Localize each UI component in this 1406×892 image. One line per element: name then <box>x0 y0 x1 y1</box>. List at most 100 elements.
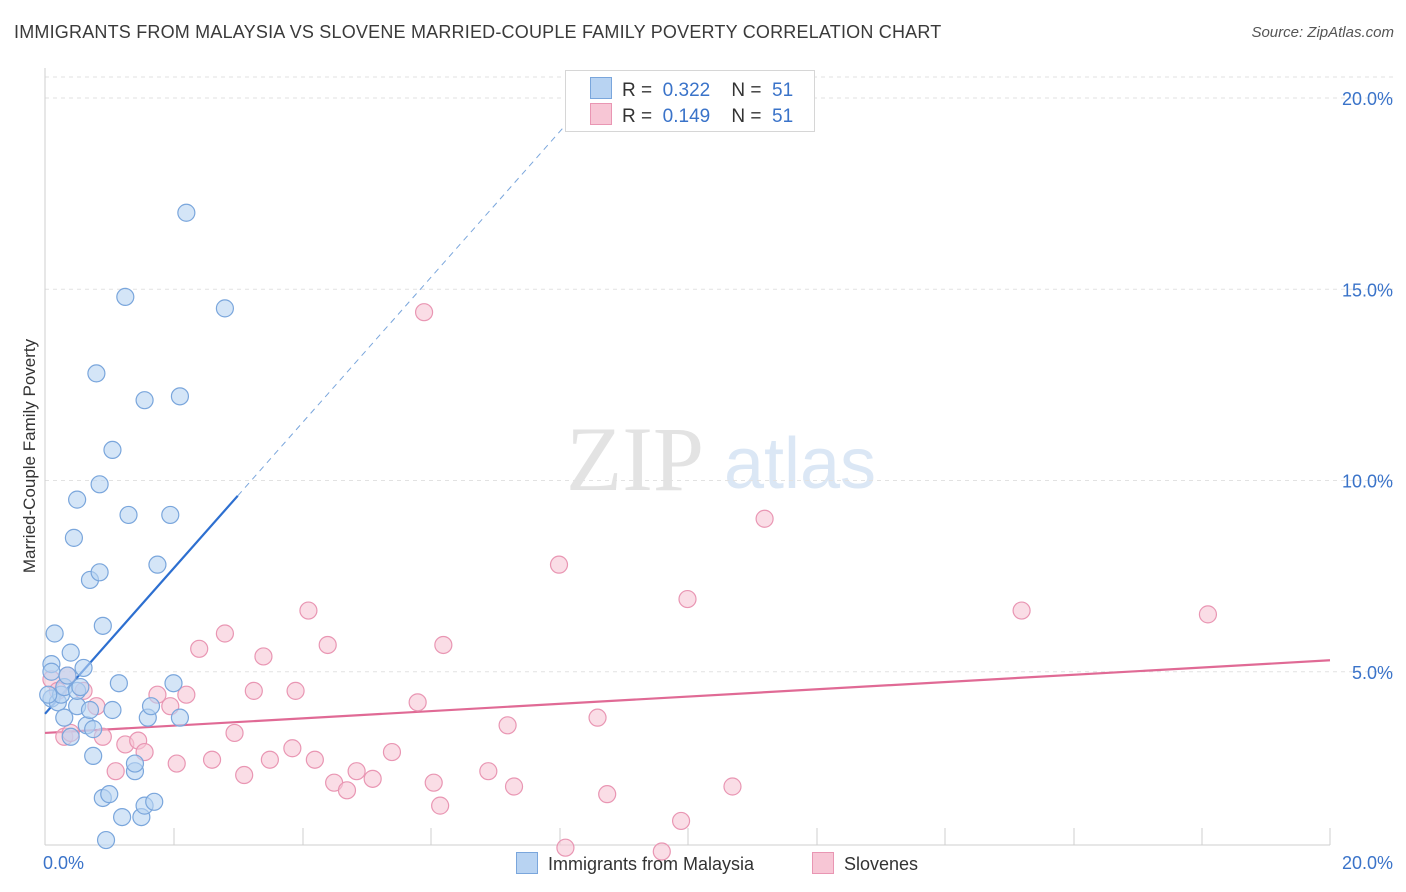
legend-label-slovenes: Slovenes <box>844 854 919 874</box>
y-tick-label: 20.0% <box>1342 89 1393 109</box>
slovenes-trend-line <box>44 659 1331 735</box>
slovenes-point <box>549 555 569 574</box>
slovenes-point <box>671 811 691 831</box>
malaysia-point <box>64 528 84 547</box>
malaysia-point <box>42 662 61 681</box>
r-value-slovenes: 0.149 <box>662 106 711 127</box>
malaysia-point <box>119 505 138 525</box>
legend-item-slovenes[interactable]: Slovenes <box>812 852 918 875</box>
legend-label-malaysia: Immigrants from Malaysia <box>548 854 755 874</box>
slovenes-point <box>202 750 222 769</box>
slovenes-point <box>479 762 498 781</box>
malaysia-point <box>80 700 100 720</box>
malaysia-point <box>68 490 87 509</box>
malaysia-point <box>103 700 122 720</box>
slovenes-point <box>678 589 697 609</box>
malaysia-point <box>58 666 77 685</box>
correlation-legend: R = 0.322 N = 51 R = 0.149 N = 51 <box>565 70 815 132</box>
legend-row-slovenes: R = 0.149 N = 51 <box>590 103 793 127</box>
slovenes-point <box>1012 601 1031 620</box>
malaysia-point <box>109 674 128 693</box>
r-value-malaysia: 0.322 <box>662 80 711 101</box>
legend-row-malaysia: R = 0.322 N = 51 <box>590 77 793 101</box>
r-label: R = <box>622 80 653 101</box>
malaysia-point <box>161 505 180 525</box>
slovenes-point <box>167 754 186 773</box>
legend-swatch-malaysia <box>590 77 612 99</box>
slovenes-point <box>215 624 234 643</box>
slovenes-point <box>498 716 517 735</box>
n-label: N = <box>731 106 762 127</box>
slovenes-point <box>556 838 575 857</box>
slovenes-point <box>723 777 742 796</box>
trend-lines <box>44 88 1331 735</box>
source-label: Source: ZipAtlas.com <box>1251 24 1394 41</box>
malaysia-point <box>61 643 80 662</box>
malaysia-point <box>90 563 109 582</box>
legend-item-malaysia[interactable]: Immigrants from Malaysia <box>516 852 754 875</box>
malaysia-point <box>148 555 167 574</box>
legend-swatch-slovenes <box>812 852 834 874</box>
malaysia-point <box>84 720 103 739</box>
slovenes-point <box>190 639 209 658</box>
slovenes-point <box>408 693 427 712</box>
slovenes-point <box>318 635 337 655</box>
x-tick-label: 20.0% <box>1342 853 1393 873</box>
malaysia-point <box>61 727 80 746</box>
malaysia-point <box>215 299 234 318</box>
slovenes-point <box>504 777 524 796</box>
slovenes-point <box>382 742 402 762</box>
n-label: N = <box>731 80 762 101</box>
data-points <box>39 203 1218 861</box>
watermark-atlas: atlas <box>724 424 876 504</box>
malaysia-trend-extension <box>237 88 598 497</box>
slovenes-point <box>283 739 302 758</box>
grid <box>45 76 1395 673</box>
slovenes-point <box>434 635 453 655</box>
slovenes-point <box>652 842 671 861</box>
malaysia-point <box>141 697 161 716</box>
malaysia-point <box>74 658 93 678</box>
malaysia-point <box>112 807 132 827</box>
malaysia-trend-line <box>44 495 239 715</box>
slovenes-point <box>177 685 196 704</box>
n-value-slovenes: 51 <box>772 106 794 127</box>
slovenes-point <box>347 762 366 781</box>
malaysia-point <box>90 475 109 494</box>
malaysia-point <box>96 830 116 850</box>
slovenes-point <box>225 723 244 743</box>
malaysia-point <box>87 364 106 383</box>
r-label: R = <box>622 106 653 127</box>
watermark-zip: ZIP <box>566 408 704 510</box>
slovenes-point <box>588 708 607 727</box>
slovenes-point <box>299 601 318 620</box>
y-tick-label: 10.0% <box>1342 472 1393 492</box>
malaysia-point <box>39 685 58 704</box>
slovenes-point <box>363 769 382 788</box>
slovenes-point <box>305 750 324 769</box>
malaysia-point <box>164 674 183 693</box>
slovenes-point <box>431 796 450 815</box>
malaysia-point <box>177 203 196 222</box>
slovenes-point <box>254 647 273 666</box>
malaysia-point <box>135 391 154 410</box>
slovenes-point <box>598 785 617 804</box>
x-tick-label: 0.0% <box>43 853 84 873</box>
slovenes-point <box>1198 605 1218 624</box>
malaysia-point <box>125 754 145 773</box>
malaysia-point <box>116 287 135 306</box>
malaysia-point <box>93 616 112 635</box>
watermark: ZIP atlas <box>566 408 876 510</box>
n-value-malaysia: 51 <box>772 80 794 101</box>
tick-labels: 5.0% 10.0% 15.0% 20.0% 0.0% 20.0% <box>43 89 1393 873</box>
slovenes-point <box>106 762 125 781</box>
legend-swatch-malaysia <box>516 852 538 874</box>
malaysia-point <box>45 624 64 643</box>
slovenes-point <box>260 750 279 769</box>
slovenes-point <box>235 765 254 785</box>
malaysia-point <box>100 785 119 804</box>
slovenes-point <box>337 781 357 800</box>
malaysia-point <box>84 746 103 766</box>
slovenes-point <box>424 773 443 792</box>
